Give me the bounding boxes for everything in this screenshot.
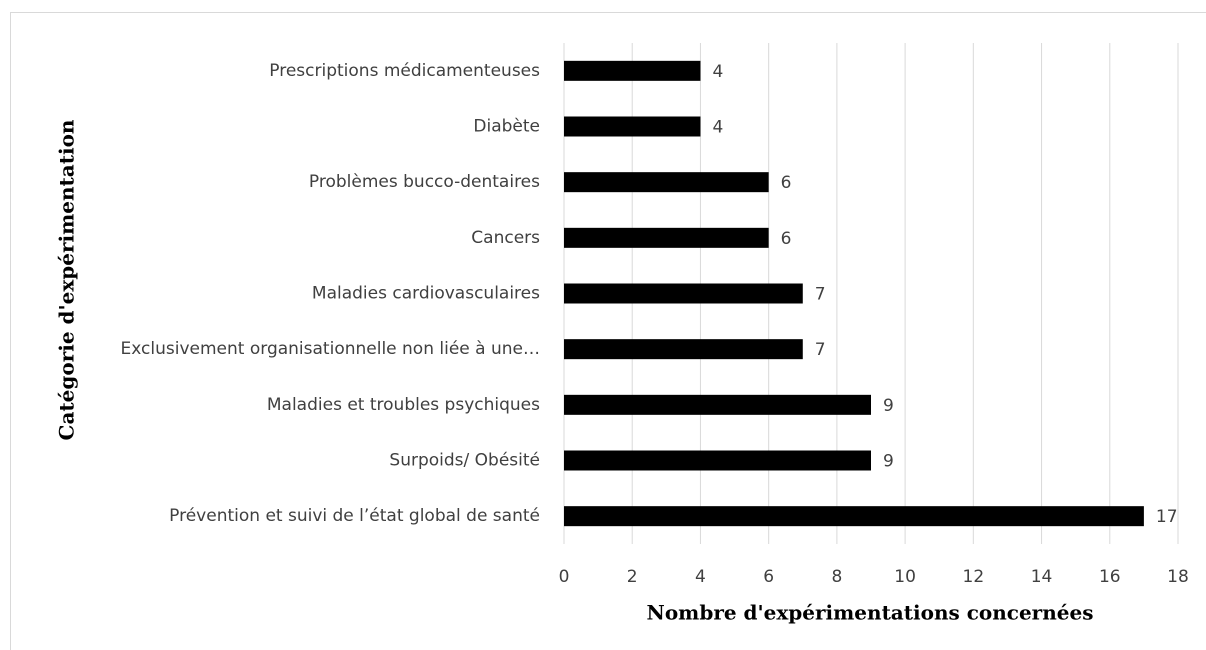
y-tick-label: Cancers [471,228,540,248]
x-tick-label: 14 [1031,567,1053,587]
y-tick-label: Prescriptions médicamenteuses [269,61,540,81]
data-label: 9 [883,396,894,416]
bar [564,60,701,81]
x-tick-label: 2 [627,567,638,587]
y-tick-label: Prévention et suivi de l’état global de … [169,506,540,526]
x-tick-label: 10 [894,567,916,587]
data-label: 6 [781,173,792,193]
chart-frame [10,12,1206,650]
data-label: 7 [815,285,826,305]
bar [564,506,1144,527]
data-label: 4 [712,118,723,138]
bar [564,172,769,193]
bar [564,339,803,360]
bar [564,394,871,415]
x-tick-label: 16 [1099,567,1121,587]
x-tick-label: 8 [831,567,842,587]
x-tick-label: 0 [559,567,570,587]
data-label: 7 [815,340,826,360]
bar [564,116,701,137]
y-tick-label: Problèmes bucco-dentaires [309,172,540,192]
x-tick-label: 4 [695,567,706,587]
data-label: 9 [883,452,894,472]
data-label: 17 [1156,507,1178,527]
x-tick-label: 18 [1167,567,1189,587]
data-label: 4 [712,62,723,82]
y-tick-label: Maladies et troubles psychiques [267,395,540,415]
x-tick-label: 6 [763,567,774,587]
y-tick-label: Diabète [473,117,540,137]
bar [564,450,871,471]
y-tick-label: Exclusivement organisationnelle non liée… [121,339,540,359]
data-label: 6 [781,229,792,249]
y-tick-label: Maladies cardiovasculaires [312,284,540,304]
y-tick-label: Surpoids/ Obésité [389,451,540,471]
bar [564,227,769,248]
x-tick-label: 12 [963,567,985,587]
y-axis-title: Catégorie d'expérimentation [55,119,79,440]
x-axis-title: Nombre d'expérimentations concernées [647,601,1094,625]
bar [564,283,803,304]
